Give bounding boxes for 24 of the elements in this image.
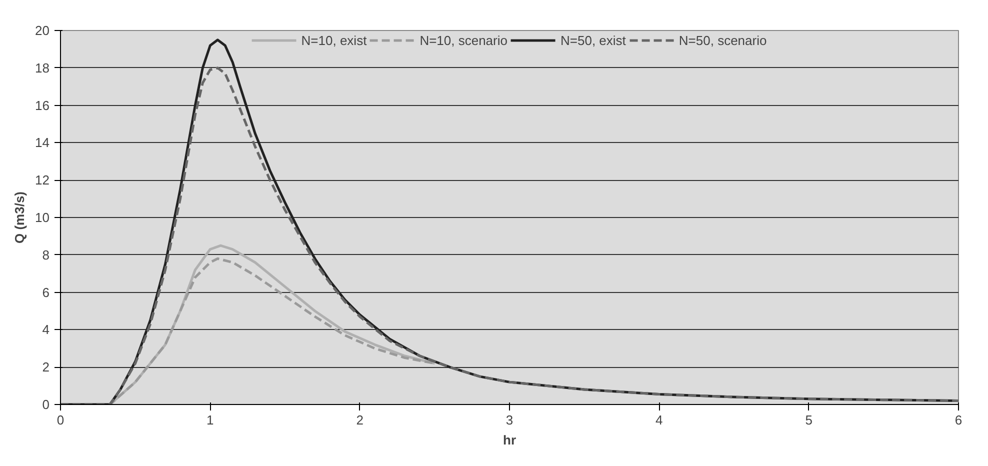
y-tick-label: 20 xyxy=(35,23,50,38)
legend-label: N=10, scenario xyxy=(420,32,508,48)
y-tick-label: 18 xyxy=(35,60,50,76)
x-axis-title: hr xyxy=(503,432,516,448)
y-tick-label: 0 xyxy=(42,397,50,412)
x-tick-label: 0 xyxy=(56,412,64,428)
x-tick-label: 4 xyxy=(656,412,663,428)
y-tick-label: 14 xyxy=(35,135,50,150)
x-tick-label: 1 xyxy=(206,412,214,428)
x-tick-label: 5 xyxy=(805,412,812,428)
x-tick-label: 2 xyxy=(356,412,364,428)
legend-label: N=50, scenario xyxy=(678,32,767,48)
y-tick-label: 4 xyxy=(42,322,50,338)
y-tick-label: 8 xyxy=(42,247,50,262)
x-tick-label: 3 xyxy=(506,412,514,428)
y-axis-title: Q (m3/s) xyxy=(12,191,28,244)
y-tick-label: 12 xyxy=(35,172,50,188)
y-tick-label: 16 xyxy=(35,98,50,113)
x-tick-label: 6 xyxy=(954,412,962,428)
y-tick-label: 10 xyxy=(35,210,50,225)
legend-label: N=50, exist xyxy=(560,32,626,48)
y-tick-label: 6 xyxy=(42,284,50,300)
y-tick-label: 2 xyxy=(42,360,50,375)
legend-label: N=10, exist xyxy=(301,32,367,48)
